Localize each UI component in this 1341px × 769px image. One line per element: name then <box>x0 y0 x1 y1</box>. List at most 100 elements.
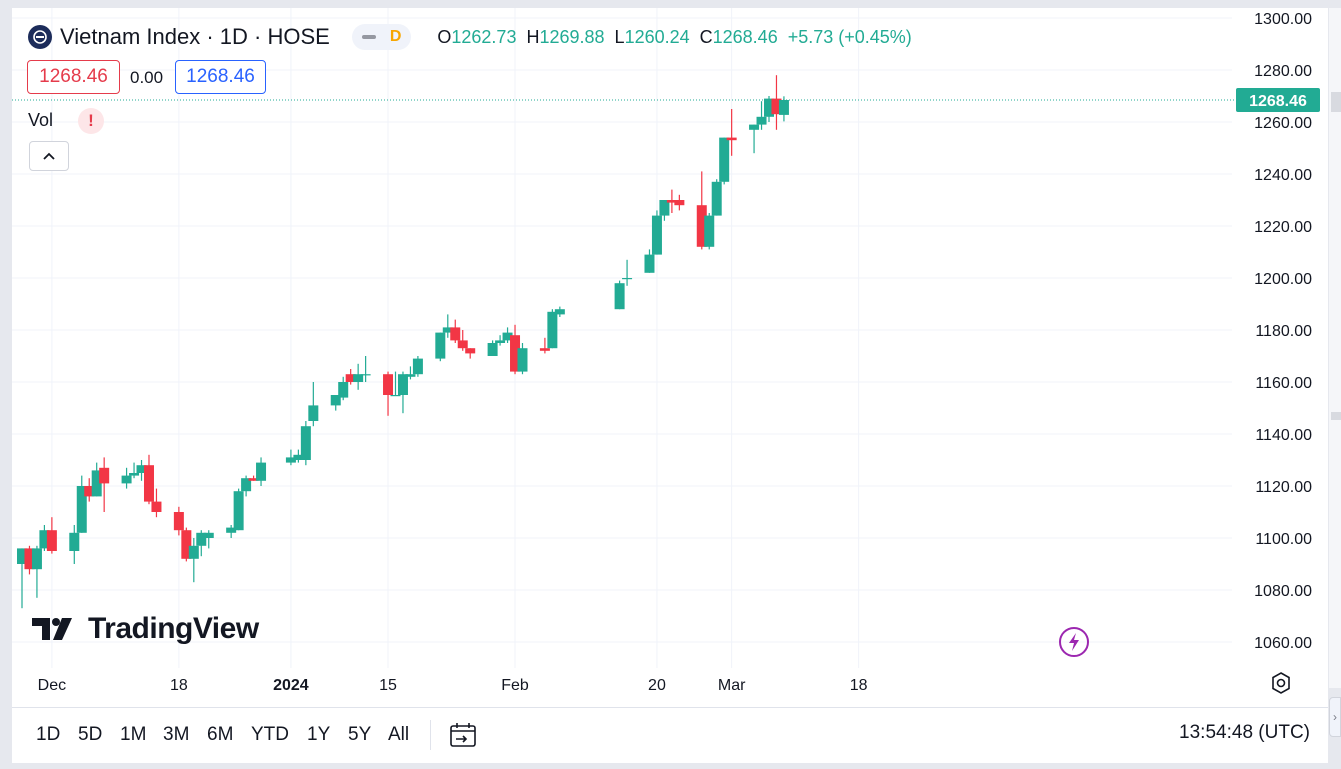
tradingview-logo-icon <box>32 618 72 640</box>
candle <box>711 179 722 216</box>
candle <box>233 488 244 531</box>
candle <box>390 371 401 397</box>
candle <box>644 249 655 273</box>
lightning-icon[interactable] <box>1058 626 1090 663</box>
candle <box>293 449 304 463</box>
sell-price-button[interactable]: 1268.46 <box>27 60 120 94</box>
candle-body <box>84 486 95 497</box>
y-tick-label: 1180.00 <box>1255 323 1312 340</box>
settings-gear-icon[interactable] <box>1268 670 1294 701</box>
candle <box>91 462 102 497</box>
candle-body <box>756 116 767 125</box>
toolbar-divider <box>430 720 431 750</box>
candle-body <box>233 491 244 531</box>
candle <box>547 309 558 349</box>
candle <box>300 421 311 466</box>
candle-body <box>651 215 662 255</box>
chevron-up-icon <box>43 152 55 160</box>
range-button-5d[interactable]: 5D <box>78 724 103 745</box>
x-tick-label: 18 <box>170 677 188 694</box>
candle-body <box>17 548 27 564</box>
candle <box>517 343 528 375</box>
y-tick-label: 1100.00 <box>1255 531 1312 548</box>
symbol-title[interactable]: Vietnam Index · 1D · HOSE <box>60 24 330 49</box>
candle-body <box>659 200 670 216</box>
candle <box>121 467 132 489</box>
candle <box>241 475 252 497</box>
candle <box>442 314 453 338</box>
candle <box>24 545 35 575</box>
candle-body <box>360 374 371 376</box>
candle-body <box>554 309 565 315</box>
candle-body <box>696 205 707 247</box>
warning-icon[interactable]: ! <box>78 108 104 134</box>
candle <box>674 194 685 211</box>
candle-body <box>622 278 633 280</box>
candle <box>248 475 259 481</box>
collapse-legend-button[interactable] <box>29 141 69 171</box>
candle-body <box>719 137 730 182</box>
volume-indicator-label[interactable]: Vol <box>28 110 54 130</box>
candle-body <box>487 343 498 356</box>
low-label: L <box>614 26 625 47</box>
x-tick-label: 20 <box>648 677 666 694</box>
candle <box>457 330 468 351</box>
date-range-icon[interactable] <box>448 720 478 755</box>
clock-timezone[interactable]: 13:54:48 (UTC) <box>1179 722 1310 743</box>
range-button-3m[interactable]: 3M <box>163 724 190 745</box>
candle <box>129 462 140 479</box>
x-tick-label: Dec <box>38 677 66 694</box>
candle-body <box>711 181 722 216</box>
y-tick-label: 1120.00 <box>1255 479 1312 496</box>
range-button-1d[interactable]: 1D <box>36 724 61 745</box>
buy-price-button[interactable]: 1268.46 <box>175 60 266 94</box>
range-button-ytd[interactable]: YTD <box>251 724 289 745</box>
y-tick-label: 1140.00 <box>1255 427 1312 444</box>
candle <box>412 356 423 377</box>
candles-layer <box>17 75 789 609</box>
candle-body <box>764 98 774 117</box>
range-button-1y[interactable]: 1Y <box>307 724 331 745</box>
price-tag-layer: 1268.46 <box>1236 88 1320 113</box>
x-tick-label: 18 <box>850 677 868 694</box>
y-tick-label: 1200.00 <box>1254 271 1312 288</box>
x-tick-label: Feb <box>501 677 529 694</box>
candle <box>353 363 364 390</box>
chart-canvas[interactable]: 1300.00 1280.00 1260.00 1240.00 1220.00 1200.… <box>12 8 1328 708</box>
candle <box>345 369 356 385</box>
candle <box>338 376 349 401</box>
y-axis: 1300.00 1280.00 1260.00 1240.00 1220.00 1200.… <box>1254 11 1312 652</box>
range-button-6m[interactable]: 6M <box>207 724 234 745</box>
high-value: 1269.88 <box>539 26 605 47</box>
close-value: 1268.46 <box>712 26 778 47</box>
range-button-all[interactable]: All <box>388 724 410 745</box>
candle-body <box>539 348 550 351</box>
range-button-1m[interactable]: 1M <box>120 724 147 745</box>
candle <box>704 213 715 250</box>
expand-panel-tab[interactable]: › <box>1329 697 1341 737</box>
range-button-5y[interactable]: 5Y <box>348 724 372 745</box>
candle <box>226 525 237 538</box>
candle-body <box>345 374 356 382</box>
candle <box>696 171 707 250</box>
candle <box>76 475 87 533</box>
y-tick-label: 1300.00 <box>1254 11 1312 28</box>
tradingview-watermark[interactable]: TradingView <box>32 612 259 646</box>
market-status-pill[interactable]: D <box>351 24 412 50</box>
y-tick-label: 1060.00 <box>1254 635 1312 652</box>
candle <box>622 259 633 286</box>
candle <box>756 101 767 130</box>
candle <box>383 371 394 416</box>
x-tick-label: 2024 <box>273 677 309 694</box>
candle-body <box>495 340 506 343</box>
candle <box>771 75 782 130</box>
candle-body <box>203 532 214 538</box>
candle <box>143 454 154 505</box>
ohlc-values: O1262.73 H1269.88 L1260.24 C1268.46 +5.7… <box>437 27 911 48</box>
candle-body <box>241 478 252 492</box>
candle-body <box>457 340 468 349</box>
candle-body <box>256 462 267 481</box>
candle-body <box>31 548 42 570</box>
candle-body <box>300 426 311 460</box>
candle-body <box>726 137 737 141</box>
